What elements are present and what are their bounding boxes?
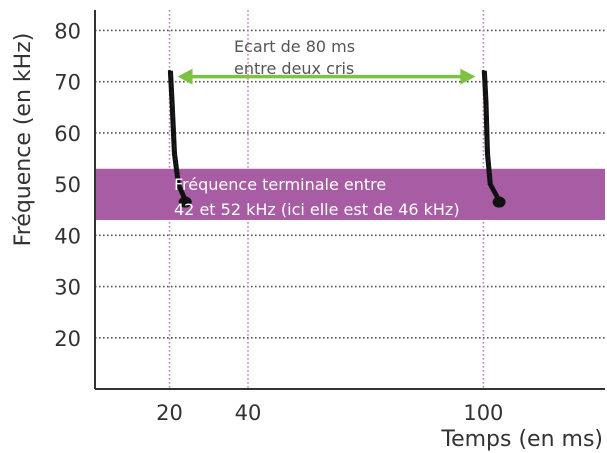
call-2-line (481, 69, 501, 204)
axes (94, 10, 605, 390)
y-tick-label-50: 50 (54, 173, 81, 197)
call-1-end (178, 196, 192, 208)
y-tick-label-70: 70 (54, 71, 81, 95)
y-tick-label-60: 60 (54, 122, 81, 146)
x-axis-title: Temps (en ms) (440, 427, 603, 452)
y-tick-label-80: 80 (54, 19, 81, 43)
call-1-shade (171, 70, 189, 204)
interval-arrow (177, 68, 476, 85)
bat-calls (167, 69, 506, 208)
band-label-line1: Fréquence terminale entre (174, 175, 386, 194)
interval-arrow-left-head (177, 68, 193, 85)
interval-label-line1: Ecart de 80 ms (234, 37, 355, 56)
x-tick-label-20: 20 (156, 401, 183, 425)
call-2-end (492, 196, 506, 208)
tick-labels: 20 30 40 50 60 70 80 20 40 100 (54, 19, 503, 425)
y-axis-title: Fréquence (en kHz) (11, 33, 36, 247)
interval-arrow-right-head (460, 68, 476, 85)
x-tick-label-40: 40 (235, 401, 262, 425)
y-tick-label-20: 20 (54, 327, 81, 351)
call-1-line (167, 69, 187, 204)
call-2-shade (484, 70, 503, 204)
y-tick-label-40: 40 (54, 224, 81, 248)
x-tick-label-100: 100 (463, 401, 503, 425)
y-tick-label-30: 30 (54, 276, 81, 300)
band-label-line2: 42 et 52 kHz (ici elle est de 46 kHz) (174, 200, 460, 219)
interval-label-line2: entre deux cris (234, 59, 354, 78)
